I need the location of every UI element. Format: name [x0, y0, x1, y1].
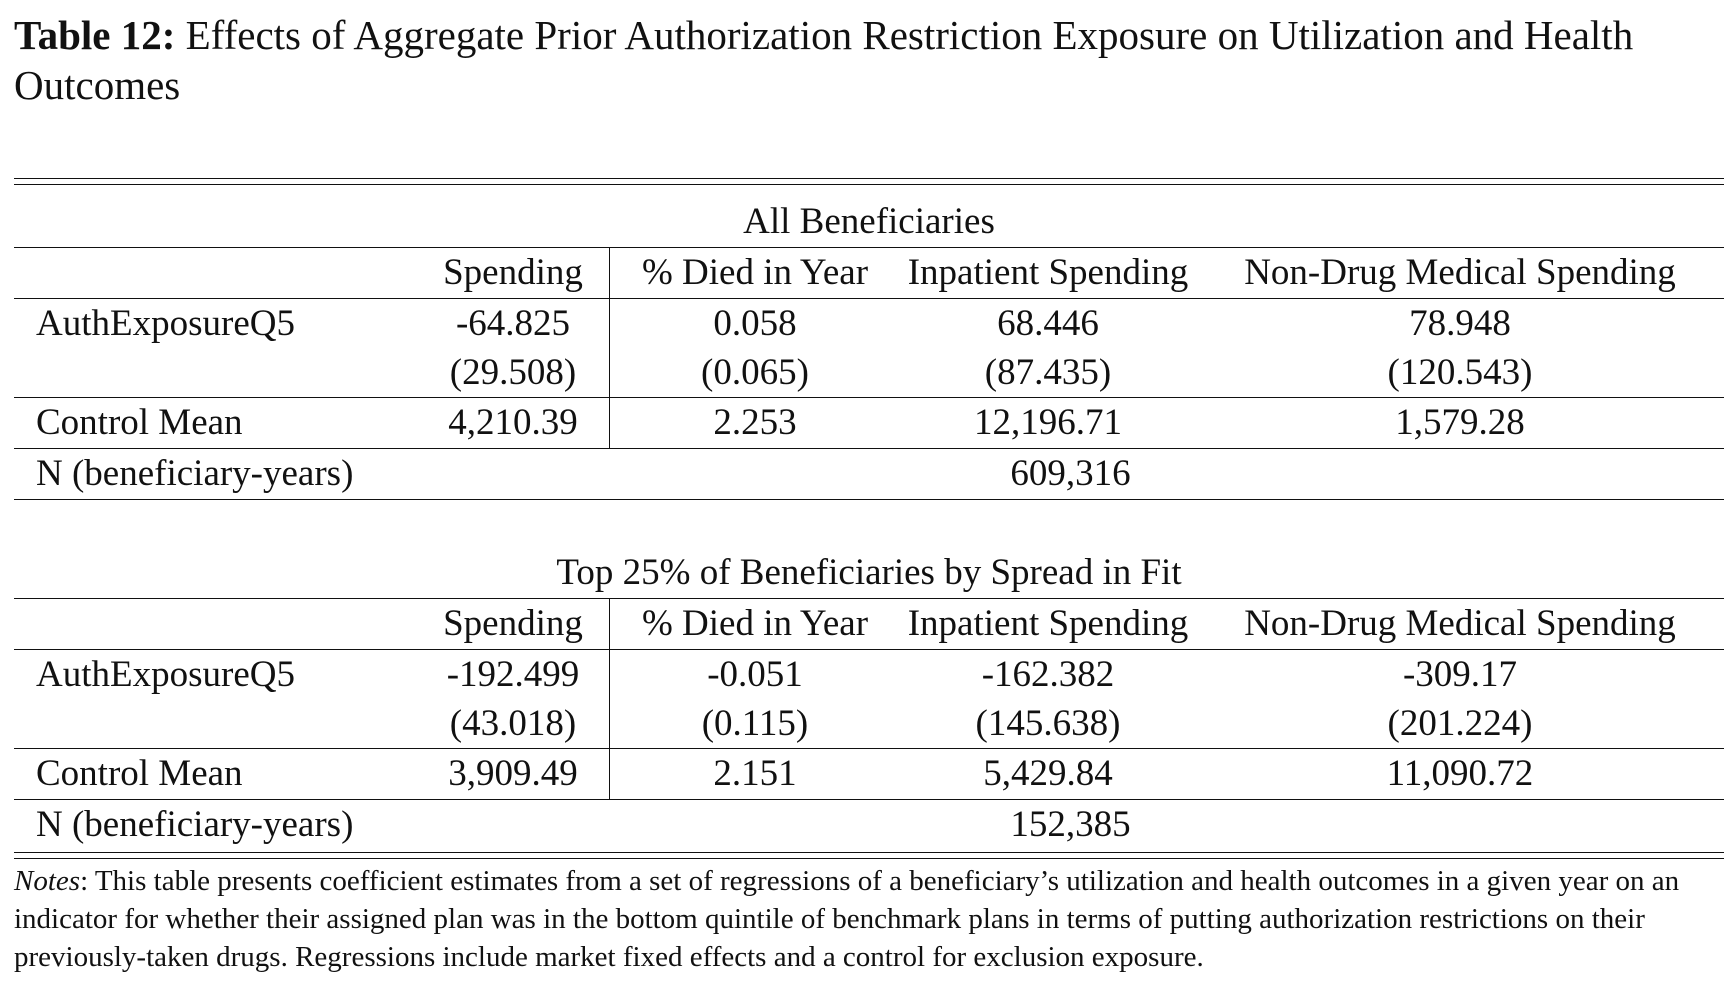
row-label: AuthExposureQ5	[36, 654, 295, 695]
top-rule-upper	[14, 178, 1724, 179]
panel-all-beneficiaries: All Beneficiaries Spending % Died in Yea…	[14, 197, 1724, 500]
cell-coef: 78.948	[1409, 303, 1511, 344]
row-label-blank	[14, 700, 417, 749]
cell-control: 2.253	[713, 402, 797, 443]
panel-title-row: All Beneficiaries	[14, 197, 1724, 248]
cell-se: (0.065)	[701, 352, 809, 393]
col-header-nondrug: Non-Drug Medical Spending	[1244, 252, 1676, 293]
table-notes: Notes: This table presents coefficient e…	[14, 862, 1724, 976]
cell-coef: -0.051	[707, 654, 803, 695]
column-header-row: Spending % Died in Year Inpatient Spendi…	[14, 247, 1724, 299]
cell-coef: 68.446	[997, 303, 1099, 344]
col-header-spending: Spending	[417, 598, 610, 650]
header-blank	[14, 248, 417, 299]
col-header-spending: Spending	[417, 247, 610, 299]
control-mean-row: Control Mean 3,909.49 2.151 5,429.84 11,…	[14, 748, 1724, 800]
panel-title: Top 25% of Beneficiaries by Spread in Fi…	[556, 552, 1182, 593]
cell-control: 2.151	[713, 753, 797, 794]
control-mean-row: Control Mean 4,210.39 2.253 12,196.71 1,…	[14, 397, 1724, 449]
cell-se: (87.435)	[984, 352, 1112, 393]
cell-n: 152,385	[1010, 804, 1131, 845]
panel-title: All Beneficiaries	[743, 201, 995, 242]
col-header-died: % Died in Year	[641, 603, 869, 644]
caption-title: Effects of Aggregate Prior Authorization…	[14, 12, 1634, 108]
cell-coef: 0.058	[713, 303, 797, 344]
cell-se: (120.543)	[1387, 352, 1533, 393]
se-row: (43.018) (0.115) (145.638) (201.224)	[14, 700, 1724, 749]
col-header-died: % Died in Year	[641, 252, 869, 293]
n-row: N (beneficiary-years) 152,385	[14, 800, 1724, 851]
notes-label: Notes	[14, 865, 81, 897]
cell-se: (0.115)	[701, 703, 809, 744]
panel-top-25-percent: Top 25% of Beneficiaries by Spread in Fi…	[14, 548, 1724, 850]
row-label: Control Mean	[36, 753, 243, 794]
cell-se: (29.508)	[417, 349, 610, 398]
panel-title-row: Top 25% of Beneficiaries by Spread in Fi…	[14, 548, 1724, 599]
coef-row: AuthExposureQ5 -64.825 0.058 68.446 78.9…	[14, 298, 1724, 349]
cell-control: 1,579.28	[1395, 402, 1525, 443]
cell-se: (201.224)	[1387, 703, 1533, 744]
col-header-inpatient: Inpatient Spending	[907, 603, 1189, 644]
cell-control: 11,090.72	[1386, 753, 1534, 794]
bottom-rule-upper	[14, 852, 1724, 853]
cell-coef: -192.499	[417, 649, 610, 700]
cell-control: 5,429.84	[983, 753, 1113, 794]
n-row: N (beneficiary-years) 609,316	[14, 449, 1724, 500]
caption-label: Table 12:	[14, 12, 176, 58]
cell-control: 4,210.39	[417, 397, 610, 449]
se-row: (29.508) (0.065) (87.435) (120.543)	[14, 349, 1724, 398]
cell-control: 3,909.49	[417, 748, 610, 800]
cell-se: (145.638)	[975, 703, 1121, 744]
table-caption: Table 12: Effects of Aggregate Prior Aut…	[14, 10, 1714, 110]
notes-text: : This table presents coefficient estima…	[14, 865, 1680, 973]
column-header-row: Spending % Died in Year Inpatient Spendi…	[14, 598, 1724, 650]
cell-coef: -64.825	[417, 298, 610, 349]
cell-n: 609,316	[1010, 453, 1131, 494]
cell-coef: -309.17	[1402, 654, 1518, 695]
cell-coef: -162.382	[981, 654, 1115, 695]
row-label: N (beneficiary-years)	[36, 804, 354, 845]
cell-se: (43.018)	[417, 700, 610, 749]
row-label: AuthExposureQ5	[36, 303, 295, 344]
row-label: Control Mean	[36, 402, 243, 443]
top-rule-lower	[14, 184, 1724, 185]
bottom-rule-lower	[14, 858, 1724, 859]
row-label-blank	[14, 349, 417, 398]
row-label: N (beneficiary-years)	[36, 453, 354, 494]
col-header-inpatient: Inpatient Spending	[907, 252, 1189, 293]
cell-control: 12,196.71	[974, 402, 1122, 443]
header-blank	[14, 599, 417, 650]
col-header-nondrug: Non-Drug Medical Spending	[1244, 603, 1676, 644]
coef-row: AuthExposureQ5 -192.499 -0.051 -162.382 …	[14, 649, 1724, 700]
